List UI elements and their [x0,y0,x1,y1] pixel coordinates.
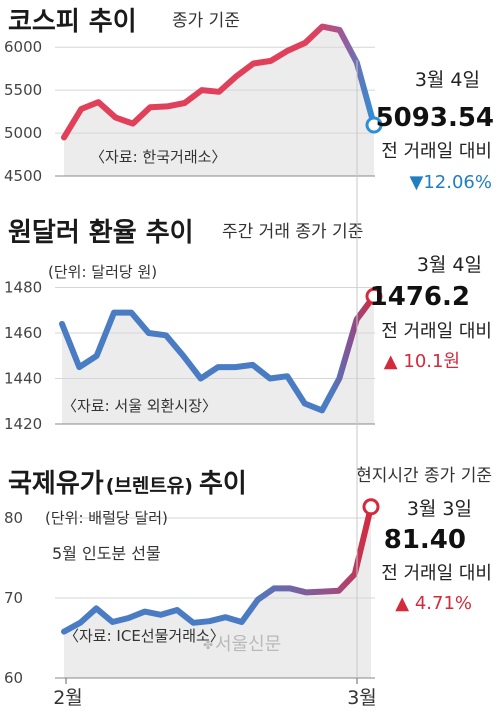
fx-latest-point [365,287,383,305]
fx-panel: 원달러 환율 추이 주간 거래 종가 기준 1480 1460 1440 1420 (… [4,218,492,433]
kospi-latest-date: 3월 4일 [415,69,480,91]
oil-source: 〈자료: ICE선물거래소〉 [64,627,225,645]
oil-y-axis: 80 70 60 [4,509,375,687]
oil-latest-point [362,498,380,516]
kospi-area [64,26,374,176]
fx-subtitle: 주간 거래 종가 기준 [222,222,363,242]
fx-y-tick-label: 1480 [4,279,42,297]
fx-y-tick-label: 1440 [4,370,42,388]
oil-line [61,503,374,635]
fx-latest-date: 3월 4일 [417,254,482,276]
x-tick-feb: 2월 [53,687,83,709]
oil-title: 국제유가 (브렌트유) 추이 [8,469,247,499]
fx-change: ▲ 10.1원 [384,351,460,372]
oil-subtitle: 현지시간 종가 기준 [356,466,492,486]
oil-compare-label: 전 거래일 대비 [381,563,492,584]
kospi-y-tick-label: 6000 [4,38,42,56]
fx-title: 원달러 환율 추이 [8,218,194,248]
kospi-source: 〈자료: 한국거래소〉 [90,148,226,166]
fx-y-tick-label: 1460 [4,324,42,342]
oil-latest-value: 81.40 [384,525,466,555]
logo-text: 서울신문 [215,634,281,655]
oil-area [64,506,371,678]
kospi-y-tick-label: 4500 [4,167,42,185]
oil-y-tick-label: 70 [4,589,23,607]
fx-source: 〈자료: 서울 외환시장〉 [62,397,217,415]
fx-unit-note: (단위: 달러당 원) [48,263,157,281]
x-axis: 2월 3월 [53,60,377,709]
kospi-change: ▼12.06% [410,172,492,193]
x-tick-mar: 3월 [347,687,377,709]
kospi-compare-label: 전 거래일 대비 [381,141,492,162]
fx-y-tick-label: 1420 [4,415,42,433]
newspaper-logo: ✤ 서울신문 [203,634,281,655]
kospi-y-tick-label: 5500 [4,81,42,99]
oil-y-tick-label: 80 [4,509,23,527]
kospi-line [61,23,377,141]
fx-line [59,293,377,414]
kospi-title: 코스피 추이 [8,7,137,37]
kospi-panel: 코스피 추이 종가 기준 6000 5500 5000 4500 〈자료: 한국거래소… [4,7,494,193]
fx-latest-value: 1476.2 [370,282,470,312]
oil-annotation: 5월 인도분 선물 [52,544,161,563]
kospi-y-tick-label: 5000 [4,124,42,142]
fx-compare-label: 전 거래일 대비 [381,321,492,342]
oil-latest-date: 3월 3일 [407,498,472,520]
oil-unit-note: (단위: 배럴당 달러) [45,509,168,527]
kospi-latest-point [365,116,383,134]
logo-mark-icon: ✤ [203,638,213,652]
kospi-subtitle: 종가 기준 [172,11,240,31]
kospi-latest-value: 5093.54 [376,103,494,133]
oil-y-tick-label: 60 [4,669,23,687]
oil-change: ▲ 4.71% [395,593,472,614]
oil-panel: 국제유가 (브렌트유) 추이 현지시간 종가 기준 80 70 60 (단위: 배럴당 … [4,466,492,687]
